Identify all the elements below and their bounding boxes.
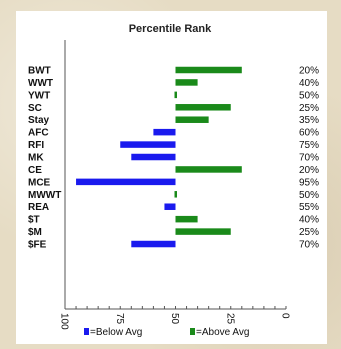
category-label-mk: MK — [28, 153, 44, 164]
bar-wwt — [175, 79, 198, 86]
legend-label-above-avg: =Above Avg — [196, 327, 249, 338]
category-label-m: $M — [28, 227, 42, 238]
bar-mwwt — [174, 191, 177, 198]
category-label-stay: Stay — [28, 115, 50, 126]
category-label-fe: $FE — [28, 240, 47, 251]
bar-stay — [175, 116, 209, 123]
category-label-ce: CE — [28, 165, 42, 176]
percentile-label-mwwt: 50% — [299, 190, 319, 201]
bar-afc — [153, 128, 176, 136]
bar-ywt — [174, 91, 177, 99]
category-label-mce: MCE — [28, 177, 51, 188]
percentile-label-bwt: 20% — [299, 66, 319, 77]
percentile-label-wwt: 40% — [299, 78, 319, 89]
x-tick-label-25: 25 — [224, 313, 235, 325]
x-tick-label-100: 100 — [59, 313, 70, 330]
legend-swatch-above-avg — [190, 328, 195, 335]
percentile-label-stay: 35% — [299, 115, 319, 126]
percentile-label-sc: 25% — [299, 103, 319, 114]
percentile-label-rfi: 75% — [299, 140, 319, 151]
chart-title: Percentile Rank — [129, 23, 212, 35]
percentile-label-ywt: 50% — [299, 90, 319, 101]
bar-mk — [131, 153, 176, 161]
bar-t — [175, 215, 198, 223]
percentile-label-t: 40% — [299, 215, 319, 226]
category-label-afc: AFC — [28, 128, 49, 139]
x-tick-label-50: 50 — [169, 313, 180, 325]
category-label-t: $T — [28, 215, 40, 226]
x-axis: 100 75 50 25 0 — [59, 40, 291, 330]
category-label-rfi: RFI — [28, 140, 44, 151]
bar-fe — [131, 240, 176, 248]
percentile-label-rea: 55% — [299, 202, 319, 213]
category-label-bwt: BWT — [28, 66, 51, 77]
percentile-label-mk: 70% — [299, 153, 319, 164]
chart-panel — [16, 11, 327, 344]
legend: =Below Avg =Above Avg — [84, 327, 249, 338]
bar-rfi — [120, 141, 176, 148]
bar-ce — [175, 166, 242, 173]
category-label-ywt: YWT — [28, 90, 50, 101]
bar-rea — [164, 203, 176, 210]
legend-swatch-below-avg — [84, 328, 89, 335]
percentile-label-mce: 95% — [299, 177, 319, 188]
bar-bwt — [175, 66, 242, 74]
category-label-sc: SC — [28, 103, 42, 114]
x-tick-label-0: 0 — [280, 313, 291, 319]
category-label-mwwt: MWWT — [28, 190, 61, 201]
category-label-wwt: WWT — [28, 78, 53, 89]
percentile-label-m: 25% — [299, 227, 319, 238]
bar-sc — [175, 104, 231, 111]
percentile-labels: 20%40%50%25%35%60%75%70%20%95%50%55%40%2… — [299, 66, 319, 251]
bar-m — [175, 228, 231, 235]
bar-mce — [76, 178, 176, 186]
percentile-label-ce: 20% — [299, 165, 319, 176]
bars-layer — [76, 66, 242, 248]
category-label-rea: REA — [28, 202, 49, 213]
percentile-label-afc: 60% — [299, 128, 319, 139]
legend-label-below-avg: =Below Avg — [90, 327, 142, 338]
x-tick-label-75: 75 — [114, 313, 125, 325]
percentile-label-fe: 70% — [299, 240, 319, 251]
